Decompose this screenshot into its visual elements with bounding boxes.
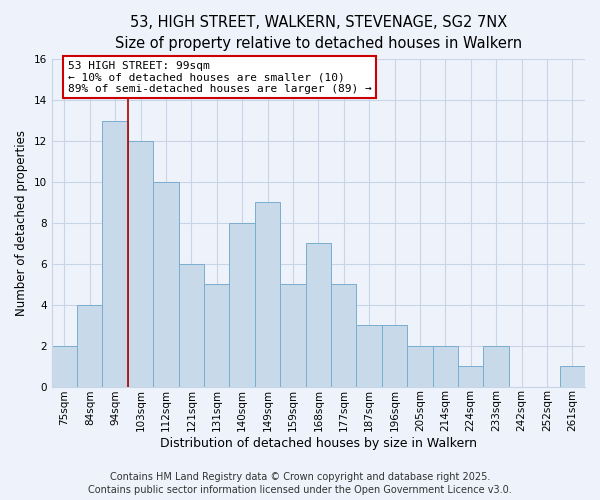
Bar: [458, 366, 484, 386]
Bar: [407, 346, 433, 387]
Bar: [204, 284, 229, 386]
Bar: [484, 346, 509, 387]
Title: 53, HIGH STREET, WALKERN, STEVENAGE, SG2 7NX
Size of property relative to detach: 53, HIGH STREET, WALKERN, STEVENAGE, SG2…: [115, 15, 522, 51]
Bar: [77, 304, 103, 386]
Bar: [382, 325, 407, 386]
Bar: [179, 264, 204, 386]
Bar: [52, 346, 77, 387]
Bar: [433, 346, 458, 387]
Y-axis label: Number of detached properties: Number of detached properties: [15, 130, 28, 316]
Text: 53 HIGH STREET: 99sqm
← 10% of detached houses are smaller (10)
89% of semi-deta: 53 HIGH STREET: 99sqm ← 10% of detached …: [68, 60, 371, 94]
Bar: [103, 120, 128, 386]
Bar: [153, 182, 179, 386]
Bar: [255, 202, 280, 386]
X-axis label: Distribution of detached houses by size in Walkern: Distribution of detached houses by size …: [160, 437, 477, 450]
Bar: [128, 141, 153, 386]
Bar: [356, 325, 382, 386]
Bar: [229, 223, 255, 386]
Bar: [305, 244, 331, 386]
Bar: [280, 284, 305, 386]
Text: Contains HM Land Registry data © Crown copyright and database right 2025.
Contai: Contains HM Land Registry data © Crown c…: [88, 472, 512, 495]
Bar: [331, 284, 356, 386]
Bar: [560, 366, 585, 386]
